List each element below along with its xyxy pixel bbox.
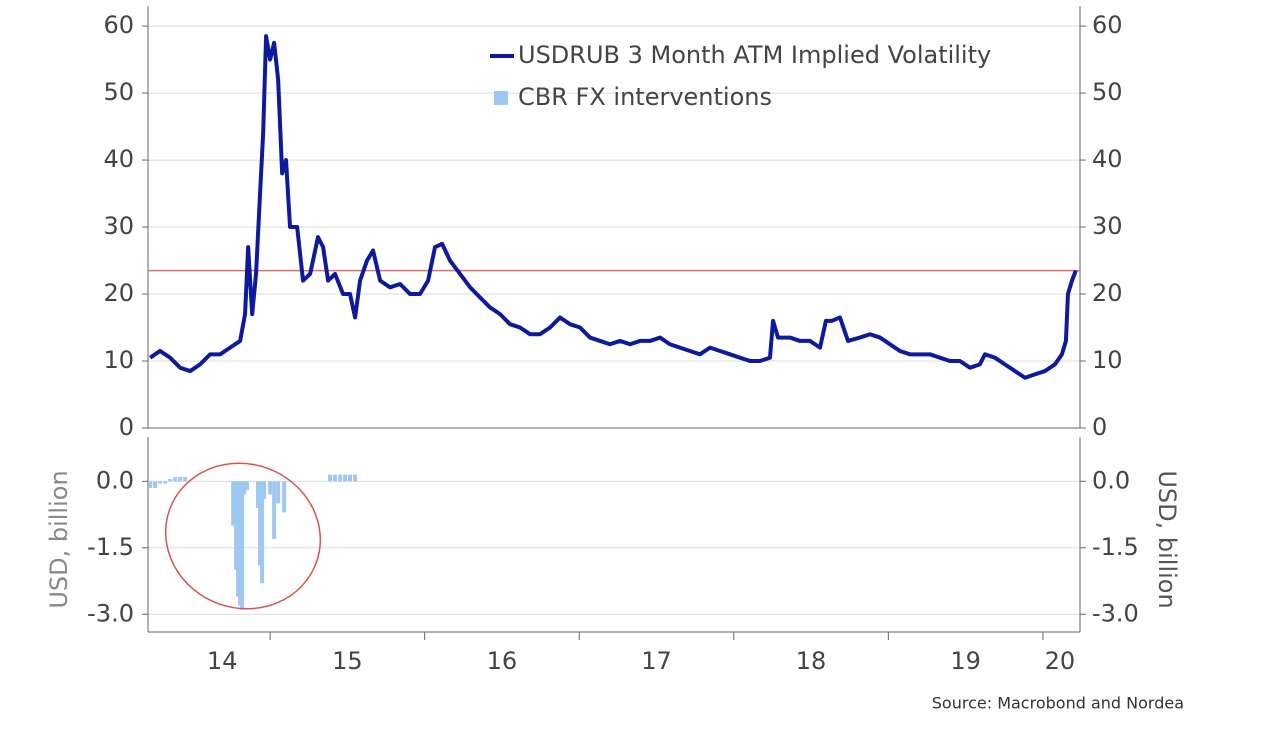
bar bbox=[236, 481, 241, 597]
x-tick-label: 18 bbox=[796, 647, 827, 675]
bar bbox=[148, 481, 153, 488]
bar bbox=[348, 474, 353, 482]
bar bbox=[260, 481, 265, 584]
y-tick-label: 20 bbox=[103, 279, 134, 307]
bar bbox=[238, 481, 243, 606]
bar bbox=[353, 474, 358, 482]
y2-tick-label: 0.0 bbox=[1092, 466, 1130, 494]
bar bbox=[183, 476, 188, 482]
y2-tick-label: 0 bbox=[1092, 413, 1107, 441]
x-tick-label: 15 bbox=[332, 647, 363, 675]
bar bbox=[153, 481, 158, 488]
y-tick-label: 50 bbox=[103, 78, 134, 106]
bar bbox=[333, 474, 338, 482]
bar bbox=[258, 481, 263, 566]
y-tick-label: -3.0 bbox=[87, 599, 134, 627]
bar bbox=[173, 476, 178, 482]
y2-tick-label: -1.5 bbox=[1092, 533, 1139, 561]
bar bbox=[272, 481, 277, 539]
y-tick-label: 60 bbox=[103, 11, 134, 39]
y2-tick-label: 10 bbox=[1092, 346, 1123, 374]
bar bbox=[231, 481, 236, 526]
legend-label: USDRUB 3 Month ATM Implied Volatility bbox=[518, 41, 991, 69]
bar bbox=[282, 481, 287, 513]
y-tick-label: 30 bbox=[103, 212, 134, 240]
bar bbox=[234, 481, 239, 570]
bar bbox=[245, 481, 250, 491]
bar bbox=[256, 481, 261, 508]
y2-tick-label: 20 bbox=[1092, 279, 1123, 307]
bar bbox=[163, 481, 168, 484]
bar bbox=[240, 481, 245, 610]
y-tick-label: 0 bbox=[119, 413, 134, 441]
x-tick-label: 16 bbox=[487, 647, 518, 675]
line bbox=[149, 34, 1078, 380]
bar bbox=[276, 481, 281, 504]
y2-tick-label: 50 bbox=[1092, 78, 1123, 106]
bar bbox=[158, 481, 163, 484]
annotation-ellipse bbox=[164, 462, 322, 610]
y2-tick-label: 40 bbox=[1092, 145, 1123, 173]
bar bbox=[328, 474, 333, 482]
bar bbox=[268, 481, 273, 495]
bar bbox=[343, 474, 348, 482]
bar bbox=[168, 479, 173, 482]
x-tick-label: 17 bbox=[641, 647, 672, 675]
y-tick-label: 10 bbox=[103, 346, 134, 374]
bar bbox=[262, 481, 267, 500]
source: Source: Macrobond and Nordea bbox=[932, 694, 1184, 713]
bar bbox=[338, 474, 343, 482]
legend-swatch bbox=[494, 91, 508, 105]
x-tick-label: 14 bbox=[207, 647, 238, 675]
legend-label: CBR FX interventions bbox=[518, 83, 772, 111]
y-tick-label: -1.5 bbox=[87, 533, 134, 561]
y-tick-label: 0.0 bbox=[96, 466, 134, 494]
y2-axis-label: USD, billion bbox=[1153, 470, 1181, 608]
bar bbox=[242, 481, 247, 495]
y2-tick-label: 60 bbox=[1092, 11, 1123, 39]
y-axis-label: USD, billion bbox=[45, 470, 73, 608]
x-tick-label: 20 bbox=[1045, 647, 1076, 675]
x-tick-label: 19 bbox=[950, 647, 981, 675]
y-tick-label: 40 bbox=[103, 145, 134, 173]
y2-tick-label: -3.0 bbox=[1092, 599, 1139, 627]
bar bbox=[178, 476, 183, 482]
y2-tick-label: 30 bbox=[1092, 212, 1123, 240]
